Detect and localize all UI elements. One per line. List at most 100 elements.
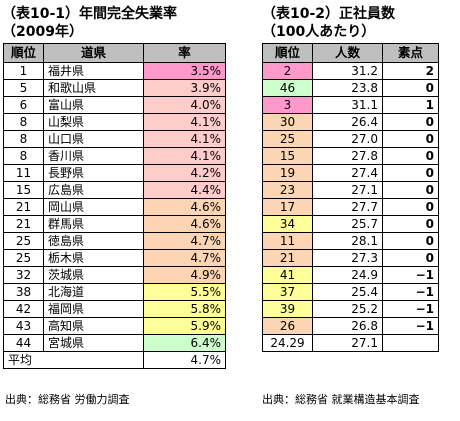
header-rank: 順位 bbox=[3, 43, 44, 63]
prefecture-cell: 福岡県 bbox=[43, 300, 144, 318]
table-row: 2 31.2 2 bbox=[262, 62, 439, 80]
rank-cell: 6 bbox=[3, 96, 44, 114]
header-score: 素点 bbox=[382, 43, 439, 63]
rate-cell: 4.9% bbox=[143, 266, 226, 284]
rank-cell: 8 bbox=[3, 130, 44, 148]
rate-cell: 4.0% bbox=[143, 96, 226, 114]
rate-cell: 4.7% bbox=[143, 232, 226, 250]
table-row: 19 27.4 0 bbox=[262, 164, 439, 182]
rank-cell: 3 bbox=[262, 96, 313, 114]
prefecture-cell: 高知県 bbox=[43, 317, 144, 335]
count-cell: 31.1 bbox=[312, 96, 383, 114]
average-rate: 4.7% bbox=[143, 351, 226, 369]
rank-cell: 42 bbox=[3, 300, 44, 318]
prefecture-cell: 山梨県 bbox=[43, 113, 144, 131]
count-cell: 25.7 bbox=[312, 215, 383, 233]
score-cell: 0 bbox=[382, 147, 439, 165]
table-row: 44 宮城県 6.4% bbox=[3, 334, 226, 352]
score-cell: 0 bbox=[382, 198, 439, 216]
score-cell: −1 bbox=[382, 300, 439, 318]
header-rate: 率 bbox=[143, 43, 226, 63]
score-cell: 0 bbox=[382, 113, 439, 131]
right-source: 出典：総務省 就業構造基本調査 bbox=[262, 393, 420, 406]
table-row: 8 山口県 4.1% bbox=[3, 130, 226, 148]
rank-cell: 25 bbox=[262, 130, 313, 148]
rank-cell: 19 bbox=[262, 164, 313, 182]
table-row: 8 香川県 4.1% bbox=[3, 147, 226, 165]
rank-cell: 8 bbox=[3, 113, 44, 131]
header-prefecture: 道県 bbox=[43, 43, 144, 63]
rate-cell: 6.4% bbox=[143, 334, 226, 352]
table-row: 38 北海道 5.5% bbox=[3, 283, 226, 301]
rank-cell: 1 bbox=[3, 62, 44, 80]
rank-cell: 26 bbox=[262, 317, 313, 335]
table-header-row: 順位 人数 素点 bbox=[262, 43, 439, 63]
prefecture-cell: 栃木県 bbox=[43, 249, 144, 267]
unemployment-table: 順位 道県 率 1 福井県 3.5% 5 和歌山県 3.9% 6 富山県 4.0% 8 山梨県 4.1… bbox=[3, 43, 226, 369]
rank-cell: 32 bbox=[3, 266, 44, 284]
header-count: 人数 bbox=[312, 43, 383, 63]
score-cell: 0 bbox=[382, 164, 439, 182]
table-row: 23 27.1 0 bbox=[262, 181, 439, 199]
score-cell: −1 bbox=[382, 317, 439, 335]
score-cell: 0 bbox=[382, 130, 439, 148]
rate-cell: 5.5% bbox=[143, 283, 226, 301]
prefecture-cell: 富山県 bbox=[43, 96, 144, 114]
score-cell: 0 bbox=[382, 79, 439, 97]
rank-cell: 25 bbox=[3, 249, 44, 267]
table-row: 6 富山県 4.0% bbox=[3, 96, 226, 114]
rank-cell: 15 bbox=[3, 181, 44, 199]
table-row: 5 和歌山県 3.9% bbox=[3, 79, 226, 97]
rank-cell: 21 bbox=[3, 215, 44, 233]
score-cell: 2 bbox=[382, 62, 439, 80]
rank-cell: 2 bbox=[262, 62, 313, 80]
table-row: 43 高知県 5.9% bbox=[3, 317, 226, 335]
rank-cell: 34 bbox=[262, 215, 313, 233]
rank-cell: 21 bbox=[262, 249, 313, 267]
rank-cell: 46 bbox=[262, 79, 313, 97]
average-score-empty bbox=[382, 334, 439, 352]
prefecture-cell: 北海道 bbox=[43, 283, 144, 301]
prefecture-cell: 群馬県 bbox=[43, 215, 144, 233]
rank-cell: 43 bbox=[3, 317, 44, 335]
count-cell: 27.0 bbox=[312, 130, 383, 148]
table-row: 34 25.7 0 bbox=[262, 215, 439, 233]
table-row: 21 27.3 0 bbox=[262, 249, 439, 267]
rank-cell: 15 bbox=[262, 147, 313, 165]
table-row: 3 31.1 1 bbox=[262, 96, 439, 114]
right-title-line2: （100人あたり） bbox=[262, 24, 376, 40]
header-rank: 順位 bbox=[262, 43, 313, 63]
rank-cell: 17 bbox=[262, 198, 313, 216]
score-cell: 1 bbox=[382, 96, 439, 114]
table-row: 39 25.2 −1 bbox=[262, 300, 439, 318]
rate-cell: 3.5% bbox=[143, 62, 226, 80]
table-row: 46 23.8 0 bbox=[262, 79, 439, 97]
table-row: 17 27.7 0 bbox=[262, 198, 439, 216]
count-cell: 26.8 bbox=[312, 317, 383, 335]
rank-cell: 41 bbox=[262, 266, 313, 284]
prefecture-cell: 和歌山県 bbox=[43, 79, 144, 97]
count-cell: 27.7 bbox=[312, 198, 383, 216]
table-row: 25 27.0 0 bbox=[262, 130, 439, 148]
table-row: 30 26.4 0 bbox=[262, 113, 439, 131]
table-row: 11 長野県 4.2% bbox=[3, 164, 226, 182]
average-rank: 24.29 bbox=[262, 334, 313, 352]
table-row: 37 25.4 −1 bbox=[262, 283, 439, 301]
rank-cell: 11 bbox=[262, 232, 313, 250]
left-title-line1: （表10-1）年間完全失業率 bbox=[2, 6, 178, 22]
table-row: 25 徳島県 4.7% bbox=[3, 232, 226, 250]
rank-cell: 30 bbox=[262, 113, 313, 131]
rate-cell: 3.9% bbox=[143, 79, 226, 97]
table-row: 21 群馬県 4.6% bbox=[3, 215, 226, 233]
rank-cell: 38 bbox=[3, 283, 44, 301]
average-label: 平均 bbox=[3, 351, 144, 369]
table-row: 32 茨城県 4.9% bbox=[3, 266, 226, 284]
count-cell: 24.9 bbox=[312, 266, 383, 284]
rank-cell: 8 bbox=[3, 147, 44, 165]
table-row: 1 福井県 3.5% bbox=[3, 62, 226, 80]
table-row: 21 岡山県 4.6% bbox=[3, 198, 226, 216]
rate-cell: 4.7% bbox=[143, 249, 226, 267]
prefecture-cell: 岡山県 bbox=[43, 198, 144, 216]
prefecture-cell: 広島県 bbox=[43, 181, 144, 199]
average-count: 27.1 bbox=[312, 334, 383, 352]
